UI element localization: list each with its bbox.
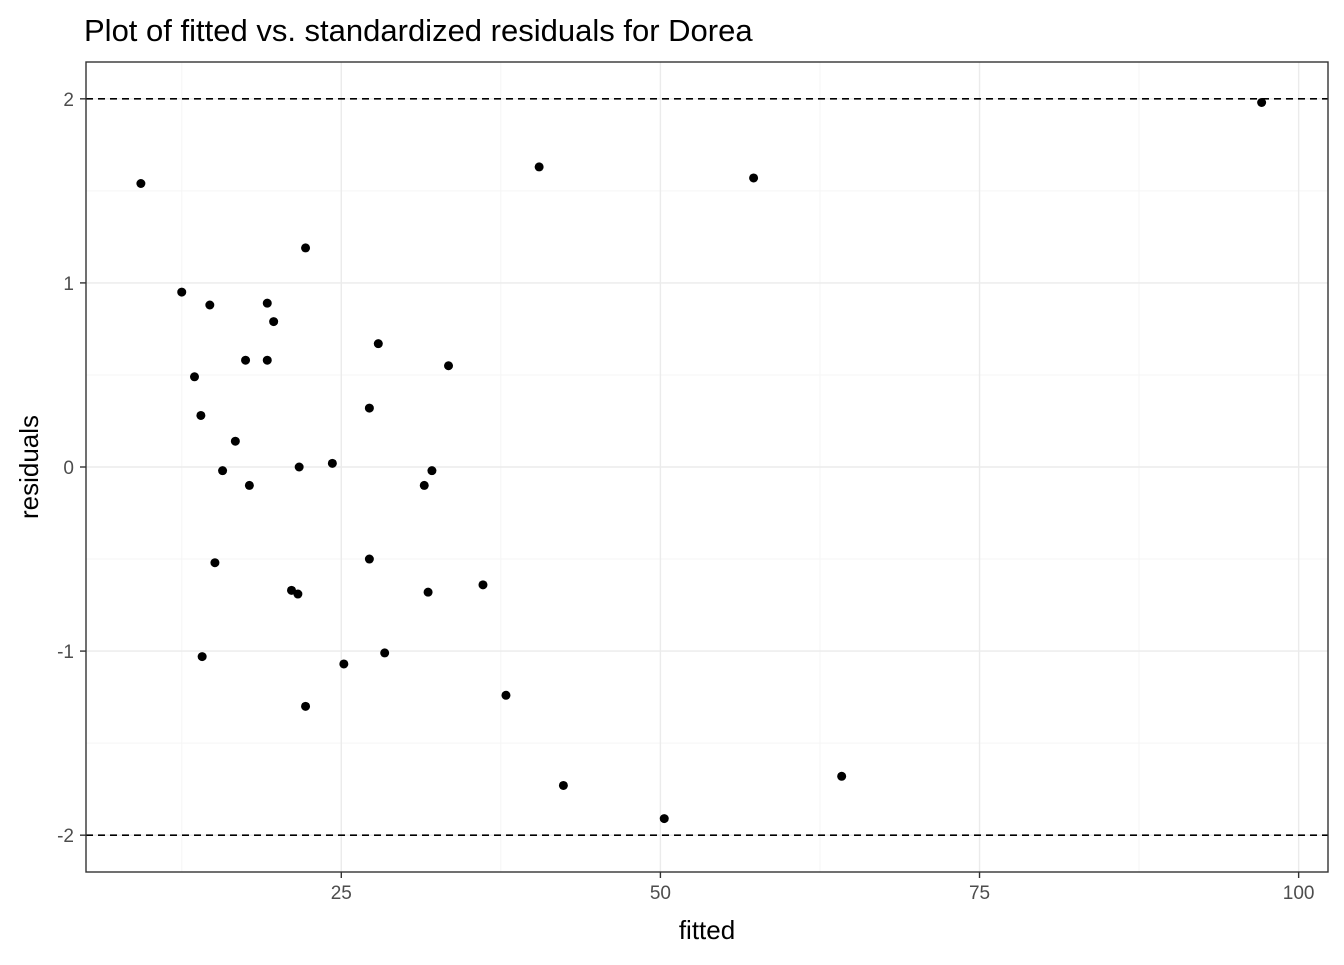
y-tick-label: 1 xyxy=(63,274,74,295)
data-point xyxy=(659,814,669,824)
reference-lines xyxy=(86,98,1328,836)
data-point xyxy=(293,589,303,599)
data-point xyxy=(294,462,304,472)
data-point xyxy=(478,580,488,590)
data-point xyxy=(205,300,215,310)
data-point xyxy=(419,480,429,490)
data-point xyxy=(301,243,311,253)
data-point xyxy=(262,355,272,365)
data-point xyxy=(380,648,390,658)
x-axis-ticks: 25 50 75 100 xyxy=(331,872,1315,904)
data-point xyxy=(218,466,228,476)
x-tick-label: 75 xyxy=(969,883,990,904)
x-tick-label: 50 xyxy=(650,883,671,904)
data-point xyxy=(364,403,374,413)
data-point xyxy=(210,558,220,568)
x-axis-title: fitted xyxy=(679,915,735,945)
data-point xyxy=(136,179,146,188)
data-point xyxy=(244,480,254,490)
data-point xyxy=(558,780,568,790)
data-point xyxy=(189,372,199,382)
data-point xyxy=(241,355,251,365)
data-point xyxy=(230,436,240,446)
x-tick-label: 25 xyxy=(331,883,352,904)
data-point xyxy=(1257,98,1267,107)
data-point xyxy=(444,361,454,371)
y-tick-label: 2 xyxy=(63,90,74,111)
data-points xyxy=(136,98,1267,824)
chart-title: Plot of fitted vs. standardized residual… xyxy=(84,13,753,48)
data-point xyxy=(327,458,337,468)
data-point xyxy=(339,659,349,669)
data-point xyxy=(423,587,433,597)
data-point xyxy=(749,173,759,183)
data-point xyxy=(196,410,206,420)
data-point xyxy=(301,701,311,711)
data-point xyxy=(837,771,847,781)
y-tick-label: -1 xyxy=(57,642,74,663)
y-axis-title: residuals xyxy=(14,415,44,519)
y-tick-label: 0 xyxy=(63,458,74,479)
data-point xyxy=(177,287,187,297)
data-point xyxy=(364,554,374,564)
data-point xyxy=(262,298,272,308)
data-point xyxy=(269,317,279,327)
data-point xyxy=(197,652,207,662)
data-point xyxy=(373,339,383,349)
data-point xyxy=(427,466,437,476)
y-tick-label: -2 xyxy=(57,826,74,847)
x-tick-label: 100 xyxy=(1283,883,1315,904)
data-point xyxy=(501,690,511,700)
data-point xyxy=(534,162,544,172)
y-axis-ticks: -2 -1 0 1 2 xyxy=(57,90,86,847)
